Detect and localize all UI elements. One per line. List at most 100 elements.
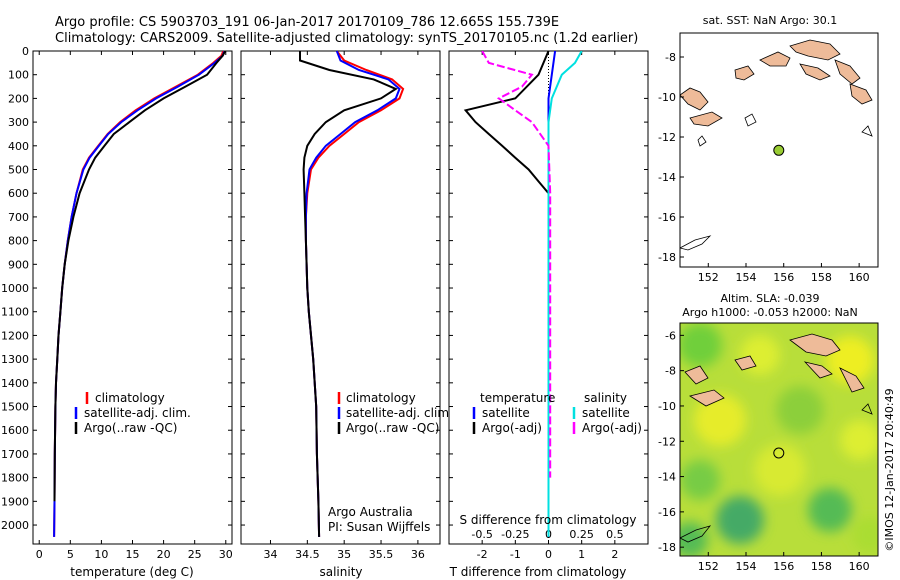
sla-map-title-line2: Argo h1000: -0.053 h2000: NaN (682, 306, 858, 319)
y-tick-label: 600 (8, 187, 29, 200)
sst-map-coastlines (680, 39, 873, 251)
temperature-axes-frame (32, 50, 233, 545)
legend-climatology-label: climatology (95, 391, 165, 405)
sla-map-panel: Altim. SLA: -0.039 Argo h1000: -0.053 h2… (658, 292, 879, 573)
lat-tick-label: -12 (658, 435, 676, 448)
lon-tick-label: 152 (698, 560, 719, 573)
legend-climatology-label: climatology (346, 391, 416, 405)
lat-tick-label: -8 (665, 51, 676, 64)
sla-map-title-line1: Altim. SLA: -0.039 (720, 292, 819, 305)
y-tick-label: 300 (8, 116, 29, 129)
y-tick-label: 1300 (1, 353, 29, 366)
x-tick-label: -1 (510, 548, 521, 561)
figure-title-line2: Climatology: CARS2009. Satellite-adjuste… (55, 31, 638, 46)
x-tick-label: 34.5 (295, 548, 320, 561)
s-difference-axis-ticks: -0.5-0.2500.250.5 (471, 528, 623, 541)
salinity-argo-diff-line (481, 51, 552, 478)
sst-map-panel: sat. SST: NaN Argo: 30.1 -8-10-12-14-16-… (658, 14, 879, 284)
sla-map-frame (679, 322, 879, 557)
legend-satellite-label: satellite-adj. clim. (84, 406, 191, 420)
salinity-argo-line (299, 51, 398, 537)
x-tick-label: -2 (477, 548, 488, 561)
salinity-axes-frame (240, 50, 441, 545)
island-outline (744, 113, 757, 127)
lat-tick-label: -12 (658, 131, 676, 144)
legend-s-argo-label: Argo(-adj) (582, 421, 642, 435)
lon-tick-label: 160 (849, 271, 870, 284)
y-tick-label: 1700 (1, 448, 29, 461)
lon-tick-label: 154 (736, 271, 757, 284)
island-outline (680, 525, 712, 543)
lat-tick-label: -6 (665, 329, 676, 342)
island-outline (861, 125, 873, 137)
land-mass (680, 87, 709, 111)
s-tick-label: 0.25 (569, 528, 594, 541)
s-tick-label: 0.5 (606, 528, 624, 541)
salinity-axis-ticks: 34 34.5 35 35.5 36 (263, 51, 425, 561)
lon-tick-label: 160 (849, 560, 870, 573)
x-tick-label: 5 (67, 548, 74, 561)
x-tick-label: 35.5 (369, 548, 394, 561)
s-tick-label: -0.5 (471, 528, 492, 541)
land-mass (834, 59, 861, 85)
temperature-xlabel: temperature (deg C) (70, 565, 193, 579)
island-outline (680, 235, 712, 251)
island-outline (697, 135, 707, 147)
x-tick-label: 2 (611, 548, 618, 561)
y-tick-label: 900 (8, 258, 29, 271)
x-tick-label: 15 (126, 548, 140, 561)
y-tick-label: 1500 (1, 401, 29, 414)
sla-heatmap (680, 323, 878, 556)
legend-t-satellite-label: satellite (482, 406, 530, 420)
sla-map-lon-ticks: 152 154 156 158 160 (698, 552, 870, 573)
argo-float-position (773, 144, 785, 156)
land-mass (799, 63, 831, 81)
imos-credit: ©IMOS 12-Jan-2017 20:40:49 (883, 388, 896, 551)
legend-temperature-header: temperature (480, 391, 555, 405)
legend-argo-label: Argo(..raw -QC) (84, 421, 177, 435)
lat-tick-label: -18 (658, 251, 676, 264)
salinity-legend: climatology satellite-adj. clim. Argo(..… (337, 391, 453, 435)
salinity-annotation-line1: Argo Australia (328, 505, 413, 519)
y-tick-label: 1800 (1, 472, 29, 485)
temperature-panel: 0100200300400500600700800900100011001200… (1, 45, 233, 579)
land-mass (734, 65, 755, 81)
land-mass (839, 367, 865, 393)
x-tick-label: 20 (157, 548, 171, 561)
x-tick-label: 30 (219, 548, 233, 561)
x-tick-label: 0 (545, 548, 552, 561)
x-tick-label: 0 (36, 548, 43, 561)
y-tick-label: 1900 (1, 495, 29, 508)
sst-map-lat-ticks: -8 -10 -12 -14 -16 -18 (658, 51, 684, 264)
s-difference-xlabel: S difference from climatology (460, 513, 637, 527)
lon-tick-label: 152 (698, 271, 719, 284)
y-tick-label: 1000 (1, 282, 29, 295)
y-tick-label: 1100 (1, 306, 29, 319)
lat-tick-label: -8 (665, 365, 676, 378)
land-mass (688, 389, 725, 407)
legend-s-satellite-label: satellite (582, 406, 630, 420)
land-mass (734, 355, 757, 371)
x-tick-label: 25 (188, 548, 202, 561)
lat-tick-label: -14 (658, 171, 676, 184)
y-tick-label: 200 (8, 92, 29, 105)
lat-tick-label: -10 (658, 91, 676, 104)
lat-tick-label: -16 (658, 211, 676, 224)
land-mass (684, 365, 709, 385)
salinity-panel: 34 34.5 35 35.5 36 climatology satellite-adj… (240, 50, 453, 579)
land-mass (789, 39, 841, 61)
y-tick-label: 700 (8, 211, 29, 224)
lon-tick-label: 158 (811, 271, 832, 284)
lat-tick-label: -16 (658, 506, 676, 519)
temperature-axis-ticks: 0 5 10 15 20 25 30 (36, 51, 233, 561)
land-mass (689, 111, 723, 127)
t-difference-xlabel: T difference from climatology (449, 565, 627, 579)
x-tick-label: 34 (263, 548, 277, 561)
difference-legend: temperature satellite Argo(-adj) salinit… (472, 391, 642, 435)
land-mass (789, 333, 841, 357)
island-outline (861, 403, 873, 415)
land-mass (759, 51, 791, 67)
legend-t-argo-label: Argo(-adj) (482, 421, 542, 435)
